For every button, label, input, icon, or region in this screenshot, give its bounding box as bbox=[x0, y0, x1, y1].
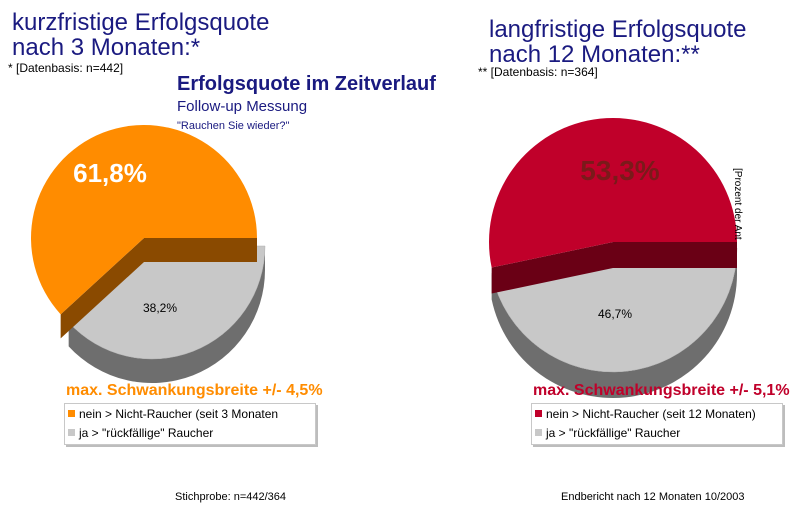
pie-value-label: 61,8% bbox=[73, 158, 147, 188]
legend-label: nein > Nicht-Raucher (seit 3 Monaten bbox=[79, 406, 279, 421]
right-title-line2: nach 12 Monaten:** bbox=[489, 41, 700, 68]
left-datenbasis: * [Datenbasis: n=442] bbox=[8, 61, 124, 75]
left-legend-item-smoker: ja > "rückfällige" Raucher bbox=[65, 423, 315, 442]
right-legend-item-nonsmoker: nein > Nicht-Raucher (seit 12 Monaten) bbox=[532, 404, 782, 423]
legend-swatch bbox=[68, 429, 75, 436]
center-title: Erfolgsquote im Zeitverlauf bbox=[177, 73, 436, 95]
center-question: "Rauchen Sie wieder?" bbox=[177, 120, 290, 132]
legend-label: ja > "rückfällige" Raucher bbox=[546, 425, 681, 440]
pie-slice-colored bbox=[30, 125, 257, 315]
right-legend: nein > Nicht-Raucher (seit 12 Monaten) j… bbox=[531, 403, 783, 445]
left-title-line1: kurzfristige Erfolgsquote bbox=[12, 9, 270, 36]
pie-chart-short-term: 61,8% 38,2% bbox=[30, 125, 266, 383]
pie-slice-cut-face bbox=[144, 238, 257, 262]
legend-swatch bbox=[535, 410, 542, 417]
legend-label: ja > "rückfällige" Raucher bbox=[79, 425, 214, 440]
right-chart-title: langfristige Erfolgsquote nach 12 Monate… bbox=[489, 17, 746, 67]
left-chart-title: kurzfristige Erfolgsquote nach 3 Monaten… bbox=[12, 10, 269, 60]
axis-note: [Prozent der Ant bbox=[732, 168, 743, 240]
right-variation: max. Schwankungsbreite +/- 5,1% bbox=[533, 382, 790, 399]
pie-value-label: 53,3% bbox=[580, 155, 659, 186]
pie-slice-grey bbox=[68, 245, 266, 360]
right-datenbasis: ** [Datenbasis: n=364] bbox=[478, 65, 598, 79]
left-title-line2: nach 3 Monaten:* bbox=[12, 34, 201, 61]
left-legend-item-nonsmoker: nein > Nicht-Raucher (seit 3 Monaten bbox=[65, 404, 315, 423]
pie-slice-wall-grey bbox=[68, 246, 266, 383]
pie-slice-colored bbox=[488, 117, 737, 268]
pie-chart-long-term: 53,3% 46,7% bbox=[488, 117, 738, 398]
left-variation: max. Schwankungsbreite +/- 4,5% bbox=[66, 382, 323, 399]
footer-sample: Stichprobe: n=442/364 bbox=[175, 491, 287, 503]
pie-slice-cut-face bbox=[491, 242, 613, 294]
pie-slice-cut-face bbox=[60, 238, 144, 339]
right-legend-item-smoker: ja > "rückfällige" Raucher bbox=[532, 423, 782, 442]
pie-slice-cut-face bbox=[613, 242, 737, 268]
pie-value-label: 46,7% bbox=[598, 307, 632, 321]
legend-swatch bbox=[68, 410, 75, 417]
legend-label: nein > Nicht-Raucher (seit 12 Monaten) bbox=[546, 406, 756, 421]
pie-slice-wall-grey bbox=[491, 248, 737, 398]
legend-swatch bbox=[535, 429, 542, 436]
left-legend: nein > Nicht-Raucher (seit 3 Monaten ja … bbox=[64, 403, 316, 445]
footer-report: Endbericht nach 12 Monaten 10/2003 bbox=[561, 491, 745, 503]
center-subtitle: Follow-up Messung bbox=[177, 98, 308, 115]
right-title-line1: langfristige Erfolgsquote bbox=[489, 16, 747, 43]
pie-value-label: 38,2% bbox=[143, 301, 177, 315]
